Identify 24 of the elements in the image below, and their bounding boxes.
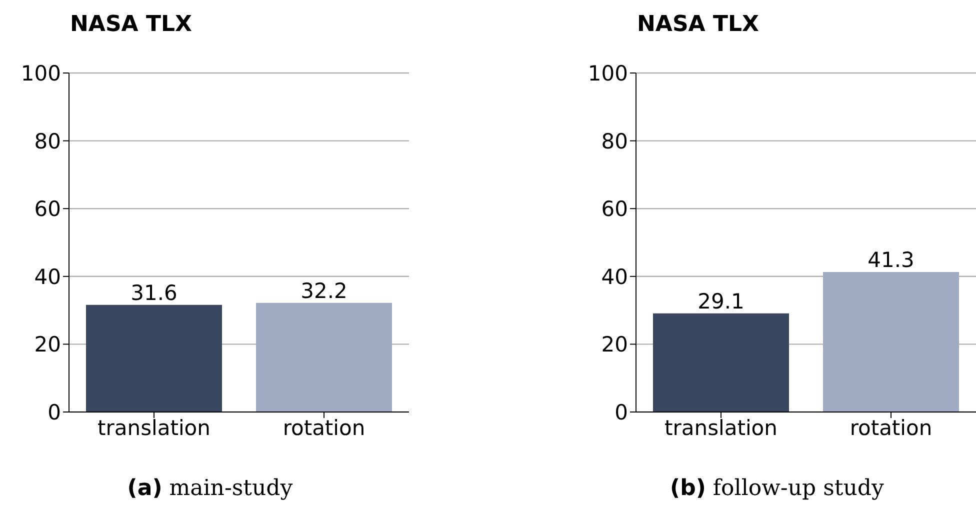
x-tick-label: rotation xyxy=(850,416,932,440)
y-tick-label: 80 xyxy=(601,129,628,154)
y-tick-label: 100 xyxy=(20,61,61,86)
data-label: 41.3 xyxy=(868,248,914,272)
data-label: 32.2 xyxy=(300,278,348,303)
data-label: 29.1 xyxy=(698,289,744,314)
y-tick-label: 0 xyxy=(614,400,628,424)
y-tick-label: 60 xyxy=(34,197,61,222)
y-tick-label: 0 xyxy=(48,400,61,424)
y-tick-label: 20 xyxy=(34,332,61,357)
text: (a) main-study xyxy=(127,476,293,501)
data-label: 31.6 xyxy=(130,280,178,305)
chart-title: NASA TLX xyxy=(70,12,192,37)
y-tick-label: 40 xyxy=(601,264,628,289)
y-tick-label: 60 xyxy=(601,197,628,222)
y-tick-label: 40 xyxy=(34,264,61,289)
x-tick-label: rotation xyxy=(282,416,366,440)
chart-title: NASA TLX xyxy=(637,12,759,37)
y-tick-label: 100 xyxy=(588,61,628,86)
y-tick-label: 20 xyxy=(601,332,628,357)
x-tick-label: translation xyxy=(664,416,778,440)
y-tick-label: 80 xyxy=(34,129,61,154)
x-tick-label: translation xyxy=(98,416,210,440)
text: (b) follow-up study xyxy=(670,476,884,501)
